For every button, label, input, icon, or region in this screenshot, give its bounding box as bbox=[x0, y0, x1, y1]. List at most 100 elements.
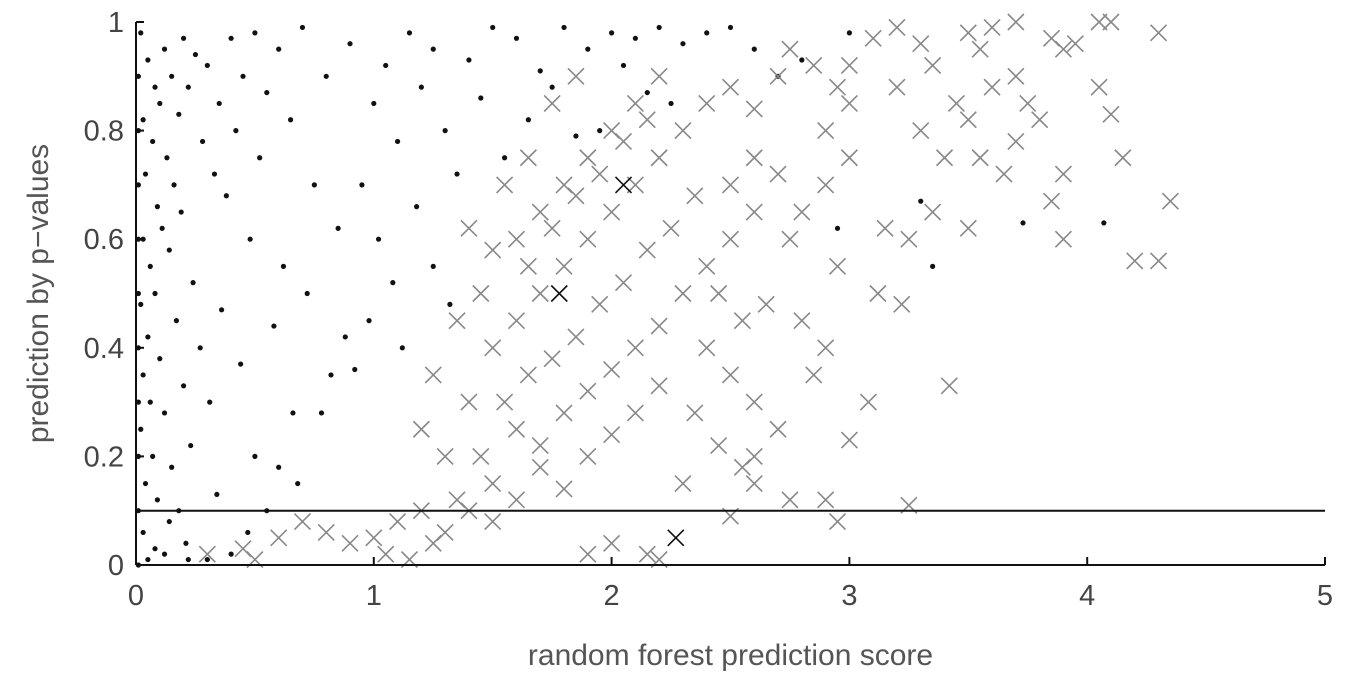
data-point-cross bbox=[721, 366, 740, 384]
data-point-dot bbox=[233, 128, 239, 134]
data-point-cross bbox=[940, 377, 958, 395]
data-point-dot bbox=[454, 171, 460, 177]
data-point-cross bbox=[650, 149, 668, 167]
data-point-dot bbox=[145, 556, 151, 563]
data-point-cross bbox=[959, 24, 977, 42]
data-point-cross bbox=[983, 18, 1001, 36]
data-point-cross bbox=[626, 176, 644, 194]
data-point-dot bbox=[169, 73, 175, 79]
data-point-cross bbox=[626, 339, 644, 357]
data-point-dot bbox=[918, 198, 924, 204]
x-tick-label: 3 bbox=[841, 580, 857, 612]
data-point-cross bbox=[1090, 78, 1108, 96]
data-point-dot bbox=[150, 138, 156, 145]
data-point-dot bbox=[161, 46, 168, 52]
data-point-dot bbox=[1101, 220, 1107, 226]
data-point-cross bbox=[674, 122, 692, 140]
data-point-dot bbox=[1020, 220, 1026, 226]
data-point-dot bbox=[214, 491, 220, 498]
data-point-dot bbox=[135, 399, 141, 405]
data-point-cross bbox=[543, 350, 561, 368]
data-point-dot bbox=[359, 182, 365, 188]
data-point-dot bbox=[371, 100, 377, 107]
data-point-cross bbox=[1126, 252, 1144, 270]
data-point-dot bbox=[399, 345, 405, 351]
y-tick-label: 0.8 bbox=[84, 116, 124, 148]
data-point-cross bbox=[507, 230, 526, 248]
data-point-cross bbox=[745, 447, 763, 465]
data-point-cross bbox=[769, 165, 787, 183]
data-point-dot bbox=[169, 464, 175, 470]
data-point-dot bbox=[164, 155, 170, 161]
data-point-cross bbox=[745, 203, 763, 221]
data-point-dot bbox=[135, 290, 141, 297]
data-point-cross bbox=[626, 404, 644, 422]
data-point-cross bbox=[293, 512, 312, 531]
data-point-dot bbox=[138, 301, 144, 307]
data-point-cross bbox=[496, 176, 514, 194]
data-point-dot bbox=[152, 290, 158, 297]
data-point-cross bbox=[781, 230, 799, 248]
data-point-cross bbox=[1149, 252, 1168, 270]
data-point-cross bbox=[507, 420, 526, 438]
data-point-cross bbox=[793, 203, 811, 221]
data-point-dot bbox=[478, 95, 484, 101]
data-point-cross bbox=[686, 187, 704, 205]
data-point-cross bbox=[1161, 192, 1179, 210]
data-point-dot bbox=[257, 155, 263, 161]
data-point-dot bbox=[418, 84, 424, 90]
x-tick-label: 1 bbox=[366, 580, 382, 612]
data-point-dot bbox=[609, 30, 615, 36]
data-point-cross bbox=[567, 67, 585, 85]
data-point-cross bbox=[959, 111, 977, 129]
data-point-dot bbox=[240, 73, 246, 79]
data-point-cross bbox=[591, 295, 609, 313]
data-point-dot bbox=[537, 68, 543, 74]
plot-marks bbox=[135, 13, 1179, 569]
data-point-dot bbox=[430, 263, 436, 269]
data-point-dot bbox=[204, 62, 210, 69]
data-point-cross bbox=[484, 339, 502, 357]
data-point-dot bbox=[276, 46, 282, 52]
data-point-dot bbox=[238, 361, 244, 367]
data-point-cross bbox=[626, 94, 644, 113]
data-point-cross bbox=[1007, 13, 1025, 31]
data-point-cross bbox=[555, 480, 573, 498]
data-point-dot bbox=[414, 204, 420, 210]
data-point-dot bbox=[185, 84, 191, 90]
data-point-cross bbox=[859, 393, 877, 411]
data-point-cross bbox=[888, 18, 906, 36]
data-point-dot bbox=[620, 62, 627, 69]
data-point-cross bbox=[1114, 149, 1132, 167]
data-point-dot bbox=[223, 193, 229, 199]
data-point-cross bbox=[900, 230, 918, 248]
data-point-cross bbox=[817, 176, 835, 194]
data-point-cross bbox=[864, 29, 882, 47]
data-point-cross bbox=[1054, 40, 1072, 58]
data-point-dot bbox=[145, 57, 151, 63]
data-point-cross bbox=[662, 219, 680, 237]
data-point-cross bbox=[1054, 165, 1072, 183]
data-point-cross bbox=[484, 512, 502, 531]
data-point-cross bbox=[698, 339, 716, 357]
data-point-dot bbox=[290, 410, 296, 416]
data-point-cross bbox=[579, 545, 597, 563]
data-point-cross bbox=[567, 187, 585, 205]
data-point-cross bbox=[579, 382, 597, 400]
data-point-dot bbox=[252, 453, 258, 459]
data-point-cross bbox=[424, 366, 442, 384]
data-point-dot bbox=[375, 236, 382, 242]
data-point-dot bbox=[147, 399, 153, 405]
data-point-dot bbox=[180, 35, 187, 41]
data-point-cross bbox=[924, 56, 942, 75]
data-point-dot bbox=[585, 46, 591, 52]
data-point-cross bbox=[567, 328, 585, 346]
data-point-dot bbox=[185, 556, 191, 563]
data-point-dot bbox=[211, 171, 218, 177]
data-point-cross bbox=[840, 149, 858, 167]
data-point-cross bbox=[781, 491, 799, 509]
data-point-cross bbox=[550, 284, 568, 303]
data-point-cross bbox=[603, 426, 621, 444]
data-point-cross bbox=[531, 458, 549, 476]
